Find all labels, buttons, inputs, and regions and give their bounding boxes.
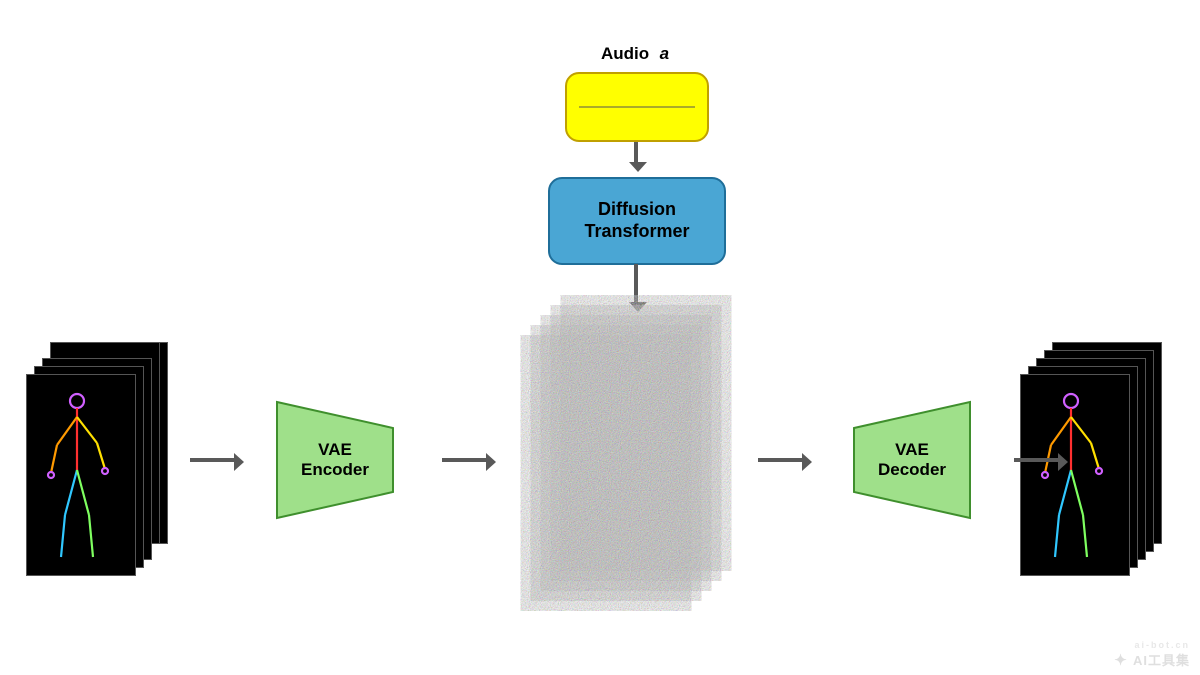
- watermark-sub: ai-bot.cn: [1114, 640, 1190, 650]
- vae-encoder-block: VAE Encoder: [275, 400, 395, 520]
- watermark-brand: AI工具集: [1133, 653, 1190, 668]
- audio-title-text: Audio: [601, 44, 649, 63]
- noisy-pose-icon: [536, 359, 676, 587]
- pose-skeleton-icon: [1021, 375, 1129, 575]
- audio-title: Audio a: [565, 44, 705, 64]
- encoder-label-2: Encoder: [301, 460, 369, 480]
- audio-title-var: a: [660, 44, 669, 63]
- pose-stack-input: [26, 342, 174, 582]
- audio-box: [565, 72, 709, 142]
- diffusion-label-2: Transformer: [584, 221, 689, 243]
- audio-waveform-icon: [577, 84, 697, 130]
- vae-decoder-block: VAE Decoder: [852, 400, 972, 520]
- pose-stack-output: [1020, 342, 1168, 582]
- encoder-label-1: VAE: [301, 440, 369, 460]
- pose-skeleton-icon: [27, 375, 135, 575]
- diffusion-transformer-box: Diffusion Transformer: [548, 177, 726, 265]
- noise-latent-stack: [535, 318, 725, 596]
- watermark: ai-bot.cn ✦ AI工具集: [1114, 640, 1190, 669]
- decoder-label-1: VAE: [878, 440, 946, 460]
- diffusion-label-1: Diffusion: [584, 199, 689, 221]
- decoder-label-2: Decoder: [878, 460, 946, 480]
